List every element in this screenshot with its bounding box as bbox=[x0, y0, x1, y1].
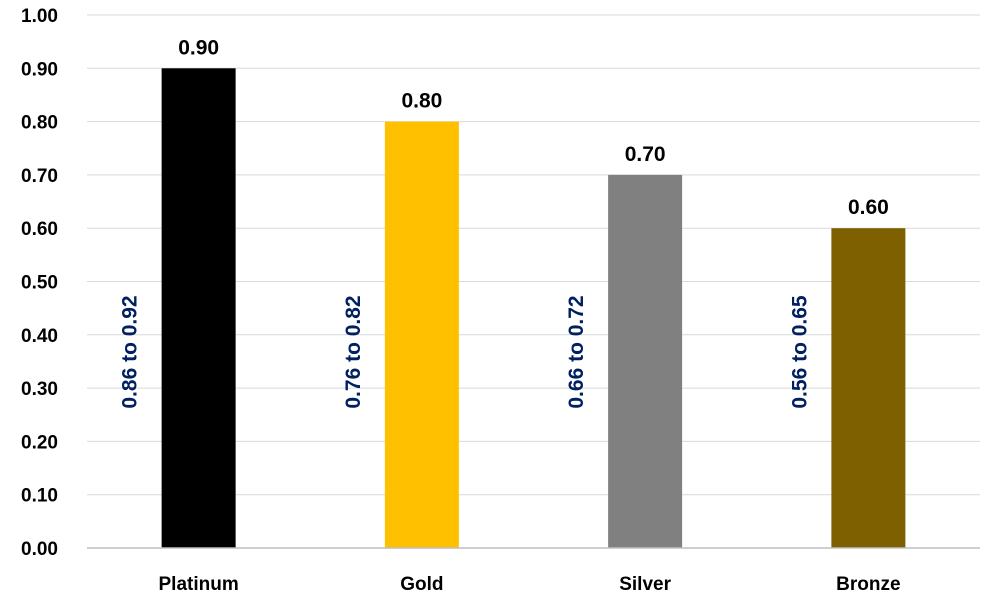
y-tick-label: 0.40 bbox=[21, 326, 58, 347]
bar-platinum bbox=[161, 68, 236, 549]
x-category-label: Bronze bbox=[836, 574, 900, 594]
gridlines bbox=[87, 14, 980, 496]
bar-bronze bbox=[831, 228, 906, 548]
bar-labels: 0.90 0.86 to 0.92 0.80 0.76 to 0.82 0.70 0.66… bbox=[119, 36, 889, 408]
data-label: 0.60 bbox=[848, 196, 889, 219]
x-category-label: Silver bbox=[619, 574, 671, 594]
bar-gold bbox=[384, 121, 459, 548]
x-category-label: Gold bbox=[400, 574, 443, 594]
y-tick-label: 1.00 bbox=[21, 6, 58, 27]
data-label: 0.70 bbox=[625, 143, 666, 166]
y-tick-label: 0.70 bbox=[21, 166, 58, 187]
data-label: 0.90 bbox=[178, 36, 219, 59]
data-label: 0.80 bbox=[401, 90, 442, 113]
range-label: 0.86 to 0.92 bbox=[119, 295, 142, 408]
y-tick-label: 0.20 bbox=[21, 432, 58, 453]
y-tick-label: 0.60 bbox=[21, 219, 58, 240]
range-label: 0.66 to 0.72 bbox=[565, 295, 588, 408]
y-tick-label: 0.50 bbox=[21, 273, 58, 294]
y-tick-label: 0.80 bbox=[21, 113, 58, 134]
range-label: 0.76 to 0.82 bbox=[342, 295, 365, 408]
y-tick-label: 0.30 bbox=[21, 379, 58, 400]
y-tick-label: 0.10 bbox=[21, 486, 58, 507]
y-tick-label: 0.00 bbox=[21, 539, 58, 560]
y-tick-label: 0.90 bbox=[21, 59, 58, 80]
bar-silver bbox=[608, 174, 683, 548]
x-axis-category-labels: Platinum Gold Silver Bronze bbox=[159, 574, 901, 594]
range-label: 0.56 to 0.65 bbox=[788, 295, 811, 409]
bars bbox=[161, 68, 906, 549]
y-axis-tick-labels: 0.00 0.10 0.20 0.30 0.40 0.50 0.60 0.70 0.80 0.90… bbox=[21, 6, 58, 560]
x-category-label: Platinum bbox=[159, 574, 239, 594]
